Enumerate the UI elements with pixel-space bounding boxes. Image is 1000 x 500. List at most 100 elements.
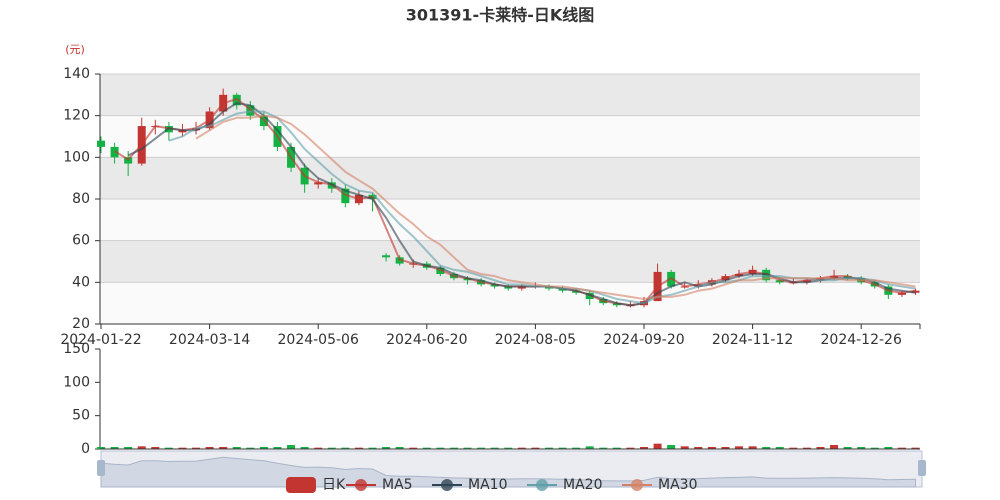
chart-title: 301391-卡莱特-日K线图 (406, 6, 594, 25)
volume-y-tick-label: 50 (72, 408, 90, 424)
candle-body (504, 286, 513, 289)
grid-band (100, 115, 920, 158)
y-tick-label: 100 (63, 149, 90, 165)
grid-band (100, 157, 920, 199)
volume-bar (612, 447, 621, 449)
legend-item[interactable]: MA10 (432, 477, 507, 493)
volume-bar (640, 447, 648, 449)
volume-bar (789, 447, 798, 449)
volume-bar (192, 447, 201, 449)
candle-body (612, 303, 621, 306)
volume-bar (354, 447, 363, 449)
legend-label: 日K (322, 477, 346, 493)
volume-bar (422, 447, 431, 449)
x-tick-label: 2024-09-20 (603, 332, 684, 348)
candle-body (382, 255, 391, 258)
y-tick-label: 120 (63, 108, 90, 124)
zoom-handle[interactable] (918, 460, 926, 476)
legend-label: MA20 (563, 477, 602, 493)
volume-bar (653, 443, 662, 449)
volume-bar (490, 447, 499, 449)
x-tick-label: 2024-03-14 (169, 332, 250, 348)
data-zoom[interactable] (97, 450, 926, 488)
grid-band (100, 199, 920, 241)
volume-bar (449, 447, 458, 449)
volume-bar (735, 446, 744, 449)
x-tick-label: 2024-12-26 (821, 332, 902, 348)
y-tick-label: 40 (72, 274, 90, 290)
volume-bar (897, 447, 906, 449)
legend-item[interactable]: 日K (286, 477, 346, 493)
volume-bar (572, 447, 581, 449)
candle-body (341, 188, 350, 204)
volume-bar (463, 447, 472, 449)
volume-y-tick-label: 0 (81, 441, 90, 457)
volume-bar (409, 447, 418, 449)
grid-band (100, 240, 920, 283)
volume-bar (287, 445, 296, 449)
volume-bar (504, 447, 513, 449)
legend-label: MA5 (382, 477, 413, 493)
volume-bar (626, 447, 635, 449)
grid-band (100, 282, 920, 324)
volume-bar (870, 447, 879, 449)
candle-body (517, 286, 526, 289)
candle-body (558, 288, 567, 291)
candle-body (735, 274, 744, 277)
zoom-handle[interactable] (97, 460, 105, 476)
legend-item[interactable]: MA5 (346, 477, 413, 493)
volume-bar (680, 446, 689, 449)
volume-bar (124, 447, 133, 449)
candle-body (830, 276, 839, 279)
volume-bar (599, 447, 608, 449)
volume-bar (368, 447, 377, 449)
volume-bar (382, 447, 391, 449)
y-tick-label: 20 (72, 316, 90, 332)
volume-bar (775, 447, 784, 449)
x-tick-label: 2024-05-06 (278, 332, 359, 348)
volume-bar (137, 446, 146, 449)
volume-y-tick-label: 150 (63, 341, 90, 357)
volume-bar (97, 447, 105, 449)
x-tick-label: 2024-08-05 (495, 332, 576, 348)
x-tick-label: 2024-01-22 (60, 332, 141, 348)
volume-bar (314, 447, 323, 449)
volume-bar (762, 447, 771, 449)
candle-body (544, 286, 553, 289)
volume-bar (816, 447, 825, 449)
volume-bar (232, 447, 241, 449)
legend-label: MA30 (658, 477, 697, 493)
volume-bar (884, 447, 893, 449)
volume-bar (558, 447, 567, 449)
volume-bar (843, 447, 852, 449)
volume-bar (667, 445, 676, 449)
y-tick-label: 60 (72, 233, 90, 249)
ma-line (195, 114, 916, 301)
candle-body (314, 182, 323, 185)
volume-bar (110, 447, 119, 449)
legend-item[interactable]: MA20 (527, 477, 602, 493)
volume-bar (721, 447, 730, 449)
candle-body (490, 284, 499, 287)
volume-bar (259, 447, 268, 449)
volume-bar (341, 447, 350, 449)
legend-icon (441, 479, 453, 491)
volume-bar (300, 447, 309, 449)
y-tick-label: 80 (72, 191, 90, 207)
legend-icon (631, 479, 643, 491)
volume-bar (802, 447, 811, 449)
volume-bar (830, 445, 839, 449)
volume-bar (544, 447, 553, 449)
candle-body (97, 140, 105, 147)
legend-label: MA10 (468, 477, 507, 493)
volume-bar (151, 447, 160, 449)
legend-icon (355, 479, 367, 491)
volume-bar (477, 447, 486, 449)
volume-bar (436, 447, 445, 449)
volume-bar (205, 447, 214, 449)
legend-item[interactable]: MA30 (622, 477, 697, 493)
legend-icon (536, 479, 548, 491)
volume-bar (517, 447, 526, 449)
volume-bar (748, 446, 757, 449)
